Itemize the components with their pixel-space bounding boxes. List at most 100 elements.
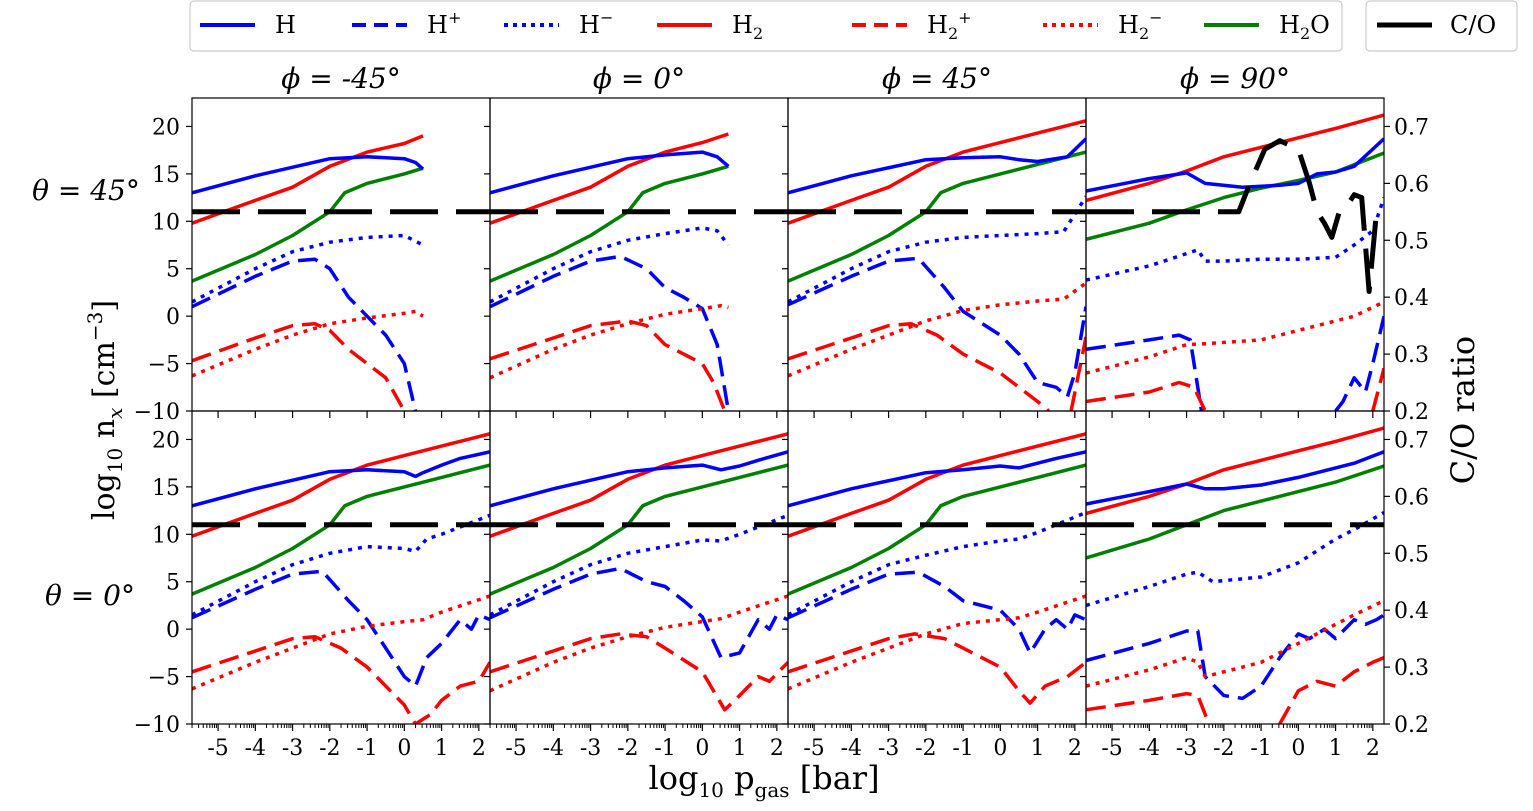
column-title: ϕ = -45° — [281, 62, 400, 95]
y-tick-label: 15 — [152, 476, 180, 501]
y2-tick-label: 0.6 — [1394, 172, 1429, 197]
y2-tick-label: 0.2 — [1394, 400, 1429, 425]
series-line-h2 — [788, 119, 1086, 225]
y2-tick-label: 0.3 — [1394, 656, 1429, 681]
series-line-h2m — [788, 281, 1086, 378]
y-tick-label: −10 — [134, 713, 180, 738]
series-line-h — [490, 450, 788, 508]
y-tick-label: −5 — [148, 666, 180, 691]
series-line-h2m — [490, 594, 788, 693]
x-axis-label-part: log — [648, 759, 698, 797]
series-line-h2p — [788, 632, 1086, 705]
y-tick-label: −10 — [134, 400, 180, 425]
column-title: ϕ = 0° — [593, 62, 685, 95]
legend-frame — [189, 0, 1343, 52]
y-tick-label: 10 — [152, 523, 180, 548]
x-tick-label: 0 — [695, 736, 709, 761]
series-line-h2o — [490, 463, 788, 596]
series-line-hp — [1086, 613, 1384, 701]
subplot-r0-c0: −10 −5 0 5 10 15 20 — [134, 97, 491, 425]
series-line-h — [788, 450, 1086, 508]
x-tick-label: 0 — [993, 736, 1007, 761]
y-axis-label-part: x — [103, 408, 127, 419]
subplot-frame — [787, 410, 1087, 725]
x-tick-label: 2 — [770, 736, 784, 761]
y-axis-label-part: [cm — [87, 341, 122, 408]
series-line-h2o — [1086, 151, 1384, 241]
series-line-hp — [490, 566, 788, 660]
subplot-frame — [787, 97, 1087, 412]
y2-tick-label: 0.4 — [1394, 599, 1429, 624]
y-tick-label: 0 — [166, 618, 180, 643]
x-axis-label-part: 10 — [698, 778, 723, 802]
y2-tick-label: 0.6 — [1394, 485, 1429, 510]
series-line-hm — [490, 513, 788, 617]
series-line-co — [1086, 138, 1384, 294]
legend-label-h: H — [275, 11, 296, 39]
x-tick-label: 2 — [1366, 736, 1380, 761]
subplot-r1-c1: -5 -4 -3 -2 -1 0 1 2 — [484, 410, 789, 761]
legend-co: C/O — [1365, 0, 1518, 52]
legend-co-frame — [1365, 0, 1518, 52]
series-line-h2 — [490, 432, 788, 538]
x-tick-label: -2 — [915, 736, 936, 761]
y-axis-label-part: ] — [87, 300, 122, 312]
subplot-lines — [788, 432, 1086, 705]
subplot-lines — [490, 132, 788, 411]
subplot-r0-c1 — [484, 97, 789, 418]
series-line-h2p — [490, 632, 788, 712]
series-line-hp — [1086, 333, 1204, 411]
series-line-h2 — [1086, 113, 1384, 203]
subplot-lines — [192, 134, 490, 411]
x-tick-label: 1 — [1329, 736, 1343, 761]
series-line-h2m — [1086, 300, 1384, 375]
row-label: θ = 45° — [32, 174, 140, 207]
series-line-h2p — [490, 319, 727, 411]
x-tick-label: -1 — [952, 736, 973, 761]
x-tick-label: -4 — [841, 736, 862, 761]
subplot-lines — [192, 432, 490, 724]
x-tick-label: -2 — [1213, 736, 1234, 761]
series-line-hp — [490, 254, 731, 411]
y-tick-label: 5 — [166, 571, 180, 596]
subplot-lines — [490, 432, 788, 712]
legend: H H+ H− H2 H2+ H2− H2O — [189, 0, 1343, 52]
series-line-h — [788, 137, 1086, 195]
subplot-frame — [191, 410, 491, 725]
x-tick-label: -2 — [319, 736, 340, 761]
series-line-hp — [788, 570, 1086, 655]
series-line-h2 — [192, 134, 424, 225]
x-tick-label: 2 — [1068, 736, 1082, 761]
x-tick-label: -3 — [878, 736, 899, 761]
y-tick-label: 20 — [152, 115, 180, 140]
x-tick-label: -1 — [1250, 736, 1271, 761]
x-tick-label: -5 — [1101, 736, 1122, 761]
legend-co-label: C/O — [1450, 11, 1496, 39]
subplot-lines — [788, 119, 1086, 411]
series-line-h — [192, 450, 490, 508]
series-line-h2o — [788, 463, 1086, 596]
subplot-r1-c2: -5 -4 -3 -2 -1 0 1 2 — [782, 410, 1087, 761]
x-tick-label: 1 — [1031, 736, 1045, 761]
series-line-hp — [192, 569, 490, 688]
series-line-h2p — [1086, 380, 1207, 411]
y-axis-label-part: log — [87, 473, 122, 520]
series-line-h2m — [192, 594, 490, 691]
y-tick-label: 20 — [152, 428, 180, 453]
series-line-h2 — [1086, 426, 1384, 516]
y2-tick-label: 0.2 — [1394, 713, 1429, 738]
y-axis-label-part: n — [87, 419, 122, 448]
series-line-hm — [490, 226, 730, 304]
x-axis-label: log10 pgas [bar] — [648, 759, 879, 802]
x-tick-label: 0 — [1291, 736, 1305, 761]
x-tick-label: -2 — [617, 736, 638, 761]
x-tick-label: -4 — [543, 736, 564, 761]
column-titles: ϕ = -45° ϕ = 0° ϕ = 45° ϕ = 90° — [281, 62, 1290, 95]
subplot-r0-c2 — [782, 97, 1087, 418]
series-line-h2 — [490, 132, 729, 225]
y-tick-label: 5 — [166, 258, 180, 283]
x-tick-label: -3 — [580, 736, 601, 761]
y2-axis-label: C/O ratio — [1444, 336, 1482, 484]
y2-tick-label: 0.7 — [1394, 428, 1429, 453]
